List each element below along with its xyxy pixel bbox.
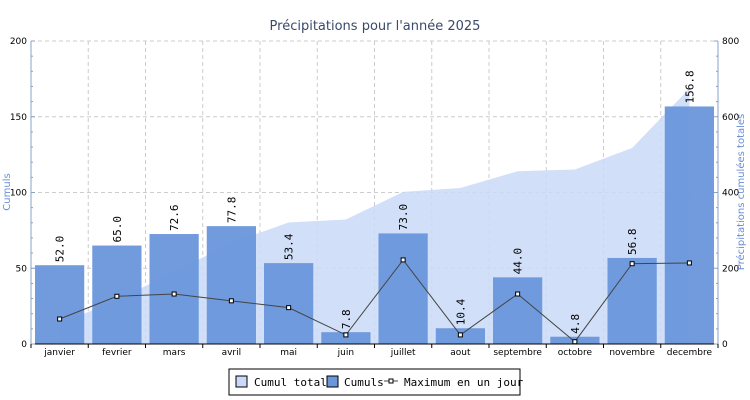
bar-value-label: 56.8 — [626, 228, 639, 255]
max-day-point — [400, 257, 406, 263]
y-left-tick-label: 100 — [10, 189, 27, 199]
y-axis-left-label: Cumuls — [2, 173, 13, 210]
y-left-tick-label: 0 — [21, 340, 27, 350]
bar-value-label: 53.4 — [283, 233, 296, 260]
y-right-tick-label: 600 — [722, 113, 739, 123]
bar-septembre — [493, 277, 543, 344]
bar-value-label: 77.8 — [225, 197, 238, 224]
data-labels: 52.0 65.0 72.6 77.8 53.4 7.8 73.0 10.4 44.0 4.8 56… — [54, 70, 697, 333]
bar-mai — [264, 263, 314, 344]
max-day-point — [57, 316, 63, 322]
x-tick-label: decembre — [667, 348, 713, 358]
x-tick-label: juillet — [390, 348, 416, 358]
max-day-point — [572, 339, 578, 345]
bars — [35, 106, 714, 344]
bar-value-label: 44.0 — [512, 248, 525, 275]
y-right-tick-label: 400 — [722, 189, 739, 199]
x-tick-label: aout — [450, 348, 471, 358]
legend: Cumul total Cumuls Maximum en un jour — [228, 368, 524, 396]
x-tick-label: mai — [280, 348, 297, 358]
legend-swatch-area — [235, 375, 248, 388]
bar-decembre — [664, 106, 714, 344]
legend-box — [228, 368, 521, 396]
bar-mars — [149, 234, 199, 344]
bar-value-label: 52.0 — [54, 236, 67, 263]
bar-value-label: 72.6 — [168, 205, 181, 232]
legend-swatch-marker — [388, 378, 394, 384]
y-right-tick-label: 200 — [722, 264, 739, 274]
max-day-point — [515, 291, 521, 297]
bar-value-label: 10.4 — [454, 298, 467, 325]
legend-label-bar: Cumuls — [344, 376, 384, 389]
x-tick-label: octobre — [558, 348, 593, 358]
x-tick-label: mars — [163, 348, 186, 358]
y-right-tick-label: 0 — [722, 340, 728, 350]
max-day-point — [629, 261, 635, 267]
max-day-point — [343, 332, 349, 338]
axes: 0 50 100 150 200 0 200 400 600 800 janvier fevrier m… — [10, 37, 740, 358]
y-left-tick-label: 50 — [16, 264, 28, 274]
x-tick-label: janvier — [43, 348, 75, 358]
x-tick-label: avril — [222, 348, 242, 358]
y-left-tick-label: 150 — [10, 113, 27, 123]
max-day-point — [228, 298, 234, 304]
bar-value-label: 156.8 — [683, 70, 696, 103]
y-left-tick-label: 200 — [10, 37, 27, 47]
max-day-point — [114, 293, 120, 299]
bar-value-label: 7.8 — [340, 309, 353, 329]
bar-value-label: 73.0 — [397, 204, 410, 231]
x-tick-label: novembre — [609, 348, 655, 358]
max-day-point — [171, 291, 177, 297]
chart-title: Précipitations pour l'année 2025 — [270, 19, 481, 34]
bar-novembre — [607, 257, 657, 344]
legend-label-line: Maximum en un jour — [404, 376, 524, 389]
max-day-point — [686, 260, 692, 266]
x-tick-label: septembre — [493, 348, 542, 358]
max-day-point — [286, 305, 292, 311]
y-axis-right-label: Précipitations cumulées totales — [735, 114, 747, 271]
bar-avril — [206, 226, 256, 344]
max-day-polyline — [59, 259, 690, 343]
max-day-line — [57, 257, 692, 345]
bar-value-label: 4.8 — [569, 314, 582, 334]
legend-label-area: Cumul total — [254, 376, 327, 389]
max-day-point — [457, 332, 463, 338]
y-right-tick-label: 800 — [722, 37, 739, 47]
legend-swatch-bar — [326, 375, 339, 388]
bar-juin — [321, 332, 371, 344]
bar-janvier — [35, 265, 85, 344]
bar-value-label: 65.0 — [111, 216, 124, 243]
x-tick-label: fevrier — [102, 348, 132, 358]
bar-juillet — [378, 233, 428, 344]
x-tick-label: juin — [337, 348, 354, 358]
